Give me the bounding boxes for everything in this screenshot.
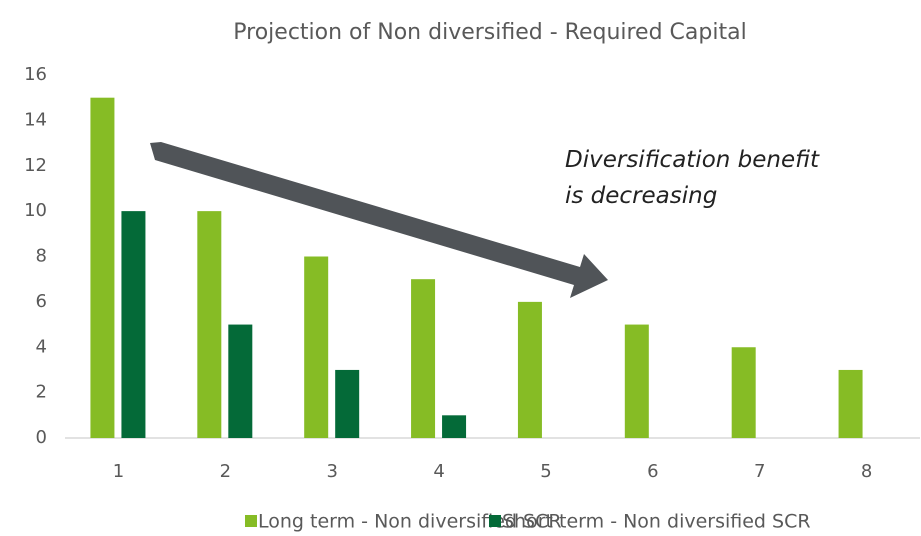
- y-tick-label: 10: [24, 200, 47, 221]
- bar: [121, 211, 146, 438]
- bar: [335, 369, 360, 438]
- y-tick-label: 6: [36, 291, 47, 312]
- bar: [197, 211, 222, 438]
- x-tick-label: 1: [113, 461, 124, 482]
- bar: [411, 279, 436, 438]
- bar: [731, 347, 756, 438]
- y-tick-label: 4: [36, 336, 47, 357]
- y-tick-label: 14: [24, 109, 47, 130]
- x-tick-label: 2: [220, 461, 231, 482]
- y-tick-label: 2: [36, 382, 47, 403]
- y-tick-label: 12: [24, 155, 47, 176]
- bar: [304, 256, 329, 438]
- x-tick-label: 4: [433, 461, 444, 482]
- legend-swatch: [489, 515, 501, 527]
- annotation: is decreasing: [565, 183, 717, 209]
- y-tick-label: 0: [36, 427, 47, 448]
- bar: [517, 301, 542, 438]
- annotation: Diversification benefit: [565, 147, 820, 173]
- legend-label: Long term - Non diversified SCR: [258, 511, 562, 533]
- legend-label: Short term - Non diversified SCR: [502, 511, 811, 533]
- bar: [90, 97, 115, 438]
- x-tick-label: 6: [647, 461, 658, 482]
- bar: [838, 369, 863, 438]
- x-tick-label: 3: [326, 461, 337, 482]
- x-tick-label: 5: [540, 461, 551, 482]
- bar: [442, 415, 467, 438]
- y-tick-label: 16: [24, 64, 47, 85]
- x-tick-label: 8: [861, 461, 872, 482]
- chart-title: Projection of Non diversified - Required…: [233, 20, 746, 45]
- y-tick-label: 8: [36, 246, 47, 267]
- legend-swatch: [245, 515, 257, 527]
- trend-arrow: [150, 142, 608, 298]
- bar: [624, 324, 649, 438]
- bar: [228, 324, 253, 438]
- x-tick-label: 7: [754, 461, 765, 482]
